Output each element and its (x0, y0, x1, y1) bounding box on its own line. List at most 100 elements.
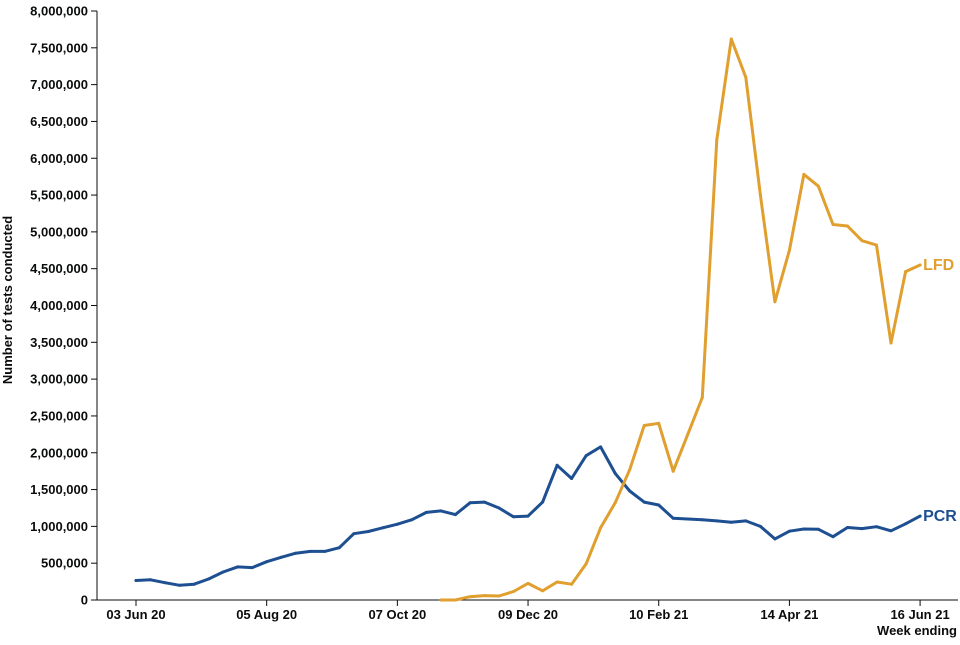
lfd-point (816, 184, 820, 188)
x-tick-label: 09 Dec 20 (498, 607, 558, 622)
pcr-point (657, 503, 661, 507)
pcr-point (497, 506, 501, 510)
lfd-point (875, 243, 878, 247)
pcr-point (860, 527, 864, 531)
pcr-point (744, 519, 748, 523)
pcr-point (889, 529, 893, 533)
y-tick-label: 7,500,000 (30, 40, 88, 55)
pcr-point (352, 532, 356, 536)
pcr-point (207, 577, 211, 581)
pcr-point (555, 463, 559, 467)
x-axis: 03 Jun 20 05 Aug 20 07 Oct 20 09 Dec 20 10 F… (97, 599, 958, 622)
lfd-label: LFD (923, 257, 954, 274)
pcr-point (613, 471, 617, 475)
lfd-point (715, 138, 719, 142)
lfd-point (846, 224, 849, 228)
pcr-point (904, 522, 908, 526)
lfd-point (541, 589, 545, 593)
lfd-point (802, 172, 806, 176)
pcr-label: PCR (923, 508, 957, 525)
pcr-point (265, 560, 269, 564)
lfd-point (483, 594, 486, 598)
y-tick-label: 6,500,000 (30, 114, 88, 129)
y-tick-label: 4,000,000 (30, 298, 88, 313)
pcr-point (584, 454, 588, 458)
lfd-point (570, 582, 574, 586)
lfd-point (526, 581, 530, 585)
pcr-point (294, 551, 298, 555)
lfd-point (671, 469, 675, 473)
pcr-point (541, 500, 545, 504)
x-tick-label: 10 Feb 21 (629, 607, 688, 622)
pcr-point (700, 518, 704, 522)
pcr-point (483, 500, 486, 504)
pcr-point (439, 509, 443, 513)
lfd-point (584, 562, 588, 566)
x-tick-label: 16 Jun 21 (890, 607, 949, 622)
y-tick-label: 2,000,000 (30, 445, 88, 460)
y-tick-label: 500,000 (41, 556, 88, 571)
lfd-point (773, 300, 777, 304)
pcr-point (381, 526, 385, 530)
lfd-point (453, 598, 457, 602)
pcr-point (671, 516, 675, 520)
lfd-point (700, 396, 704, 399)
pcr-point (831, 535, 835, 539)
lfd-point (468, 595, 472, 599)
lfd-point (599, 526, 603, 530)
pcr-point (846, 526, 849, 529)
pcr-point (802, 527, 806, 531)
x-tick-label: 14 Apr 21 (760, 607, 818, 622)
pcr-point (250, 566, 254, 570)
pcr-point (134, 579, 138, 582)
pcr-point (279, 555, 283, 559)
lfd-point (904, 270, 908, 274)
pcr-point (337, 546, 341, 550)
pcr-point (628, 489, 632, 493)
pcr-point (149, 578, 152, 582)
pcr-point (395, 522, 399, 526)
lfd-point (439, 598, 443, 602)
pcr-point (236, 565, 240, 569)
lfd-point (918, 263, 922, 267)
pcr-point (526, 514, 530, 518)
lfd-point (642, 424, 646, 427)
pcr-point (366, 530, 370, 533)
pcr-point (758, 524, 762, 528)
y-axis-title: Number of tests conducted (0, 216, 15, 384)
pcr-point (221, 570, 225, 574)
pcr-point (918, 514, 922, 518)
lfd-point (787, 248, 791, 252)
y-tick-label: 1,000,000 (30, 519, 88, 534)
pcr-point (816, 527, 820, 531)
x-tick-label: 03 Jun 20 (106, 607, 165, 622)
y-tick-label: 4,500,000 (30, 261, 88, 276)
pcr-series: PCR (134, 445, 957, 587)
lfd-series: LFD (439, 37, 954, 602)
lfd-point (831, 223, 835, 226)
pcr-point (875, 525, 878, 529)
y-tick-label: 6,000,000 (30, 151, 88, 166)
lfd-point (686, 432, 690, 436)
pcr-point (192, 582, 196, 586)
pcr-point (163, 581, 167, 585)
lfd-point (860, 239, 864, 243)
y-tick-label: 1,500,000 (30, 482, 88, 497)
y-tick-label: 5,500,000 (30, 188, 88, 203)
pcr-point (642, 500, 646, 504)
pcr-point (729, 520, 733, 524)
y-tick-label: 3,000,000 (30, 372, 88, 387)
x-tick-label: 05 Aug 20 (236, 607, 297, 622)
lfd-point (613, 501, 617, 505)
pcr-point (715, 519, 719, 523)
lfd-line (439, 37, 922, 602)
pcr-point (686, 517, 690, 521)
series-layer: PCR LFD (134, 37, 957, 602)
pcr-point (599, 445, 603, 449)
lfd-point (758, 193, 762, 197)
y-axis: 0 500,000 1,000,000 1,500,000 2,000,000 2,500… (30, 4, 98, 608)
pcr-point (468, 501, 472, 505)
pcr-point (323, 549, 327, 553)
x-tick-label: 07 Oct 20 (368, 607, 426, 622)
